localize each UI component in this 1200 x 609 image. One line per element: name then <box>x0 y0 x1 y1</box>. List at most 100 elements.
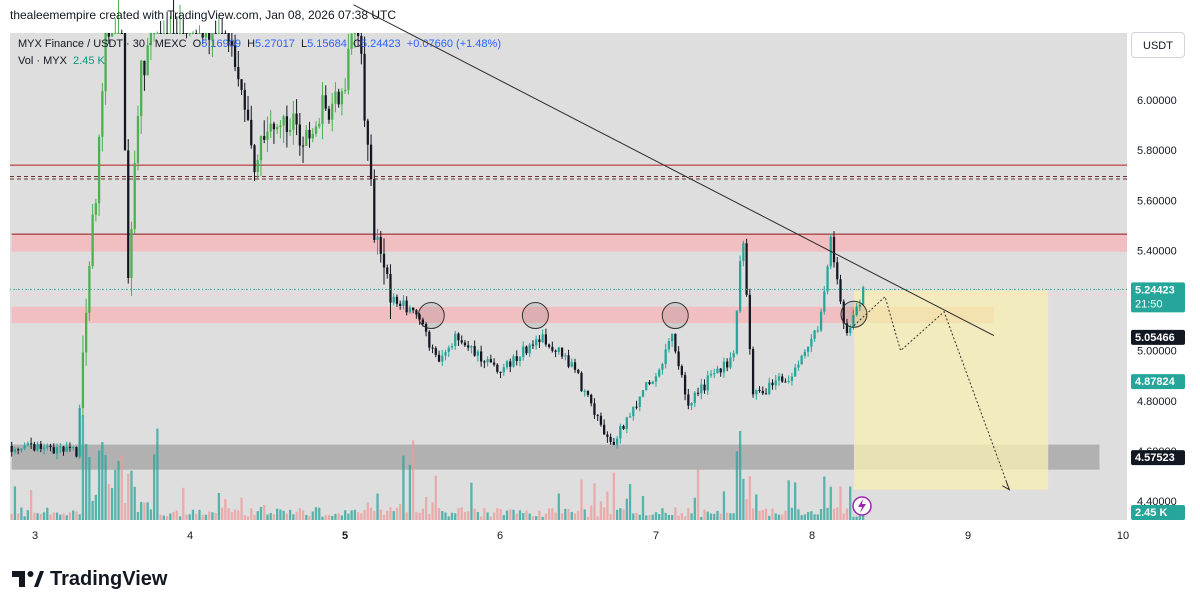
volume-bar <box>479 516 483 520</box>
volume-bar <box>340 515 344 520</box>
volume-bar <box>23 516 26 520</box>
candle-body <box>583 390 586 392</box>
volume-bar <box>832 508 836 520</box>
volume-bar <box>577 510 580 520</box>
volume-bar <box>541 516 544 520</box>
support-circle <box>661 302 689 330</box>
volume-bar <box>755 494 758 520</box>
volume-bar <box>408 464 412 520</box>
currency-button[interactable]: USDT <box>1131 32 1185 58</box>
volume-bar <box>742 478 745 520</box>
volume-bar <box>78 514 81 520</box>
volume-bar <box>178 516 182 520</box>
candle-body <box>250 119 253 146</box>
high-value: 5.27017 <box>255 38 295 50</box>
volume-bar <box>130 470 133 520</box>
candle-body <box>690 402 693 406</box>
candle-body <box>781 376 784 382</box>
candle-body <box>62 446 65 452</box>
volume-bar <box>127 473 130 520</box>
candle-body <box>700 384 703 394</box>
candle-body <box>94 203 97 215</box>
candle-body <box>819 311 823 331</box>
volume-bar <box>586 516 590 520</box>
candle-body <box>476 351 480 356</box>
volume-bar <box>308 516 311 520</box>
candle-body <box>557 347 560 352</box>
candle-body <box>719 368 722 373</box>
volume-bar <box>467 511 470 520</box>
time-tick-label: 4 <box>187 530 193 542</box>
candle-body <box>467 345 470 348</box>
volume-bar <box>687 508 690 520</box>
candle-body <box>515 356 518 361</box>
close-label: C <box>352 38 361 50</box>
candle-body <box>55 447 59 454</box>
candle-body <box>198 33 201 34</box>
time-tick-label: 7 <box>653 530 659 542</box>
candle-body <box>253 145 256 173</box>
time-tick-label: 5 <box>342 530 348 542</box>
candle-body <box>272 123 276 130</box>
volume-bar <box>49 514 52 520</box>
volume-bar <box>415 512 418 520</box>
volume-bar <box>311 511 314 520</box>
candle-body <box>693 392 696 403</box>
candle-body <box>437 354 441 362</box>
volume-bar <box>314 507 318 520</box>
candle-body <box>373 178 376 240</box>
volume-bar <box>654 512 658 520</box>
candle-body <box>369 144 373 179</box>
volume-bar <box>557 493 560 520</box>
candle-body <box>535 339 538 346</box>
change-value: +0.07660 (+1.48%) <box>406 38 501 50</box>
candle-body <box>441 355 444 362</box>
price-tag-box <box>1131 374 1185 390</box>
candle-body <box>314 126 318 134</box>
candle-body <box>570 362 573 367</box>
candle-body <box>182 33 185 34</box>
candle-body <box>845 323 849 334</box>
zone-rect <box>11 306 851 324</box>
price-tag-value: 5.05466 <box>1135 332 1175 344</box>
candle-body <box>554 350 557 352</box>
volume-bar <box>204 514 208 520</box>
candle-body <box>175 33 178 34</box>
volume-bar <box>321 516 324 520</box>
candle-body <box>285 116 289 132</box>
candle-body <box>318 123 321 127</box>
candle-body <box>658 369 661 377</box>
volume-bar <box>771 508 774 520</box>
alert-icon[interactable] <box>852 496 872 516</box>
candle-body <box>133 163 136 230</box>
projection-zone <box>853 290 1049 490</box>
volume-layer <box>10 414 865 520</box>
candle-body <box>606 434 609 437</box>
candle-body <box>586 390 590 395</box>
volume-bar <box>72 510 75 520</box>
candle-body <box>49 445 52 448</box>
volume-bar <box>185 514 188 520</box>
volume-bar <box>188 514 191 520</box>
candle-body <box>560 347 564 357</box>
candle-body <box>758 389 761 391</box>
candle-body <box>162 33 165 34</box>
candle-body <box>645 382 648 391</box>
candle-body <box>787 380 790 382</box>
candle-body <box>256 160 259 173</box>
candle-body <box>217 33 221 34</box>
candle-body <box>214 33 217 34</box>
symbol-label[interactable]: MYX Finance / USDT · 30 · MEXC <box>18 38 187 50</box>
volume-bar <box>829 486 832 520</box>
candle-body <box>615 438 619 445</box>
volume-label[interactable]: Vol · MYX <box>18 55 67 67</box>
candle-body <box>140 60 143 116</box>
candle-body <box>664 349 667 365</box>
price-tag-value: 4.87824 <box>1135 376 1176 388</box>
volume-bar <box>447 516 450 520</box>
candle-body <box>104 33 107 92</box>
candle-body <box>525 346 528 354</box>
candle-body <box>13 449 17 452</box>
volume-bar <box>531 516 535 520</box>
descending-trendline <box>353 4 995 337</box>
